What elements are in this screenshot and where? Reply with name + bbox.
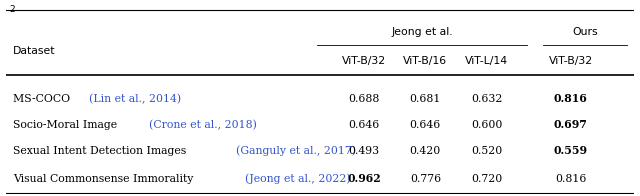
Text: 0.688: 0.688 xyxy=(348,94,380,104)
Text: 0.816: 0.816 xyxy=(554,93,588,104)
Text: 0.816: 0.816 xyxy=(555,174,587,184)
Text: 0.646: 0.646 xyxy=(410,120,441,130)
Text: Dataset: Dataset xyxy=(13,46,55,56)
Text: MS-COCO: MS-COCO xyxy=(13,94,74,104)
Text: 0.720: 0.720 xyxy=(471,174,502,184)
Text: (Lin et al., 2014): (Lin et al., 2014) xyxy=(90,94,182,104)
Text: 0.681: 0.681 xyxy=(410,94,441,104)
Text: ViT-B/32: ViT-B/32 xyxy=(342,55,386,65)
Text: 0.559: 0.559 xyxy=(554,145,588,156)
Text: Ours: Ours xyxy=(572,27,598,37)
Text: 0.420: 0.420 xyxy=(410,146,441,156)
Text: Socio-Moral Image: Socio-Moral Image xyxy=(13,120,120,130)
Text: (Ganguly et al., 2017): (Ganguly et al., 2017) xyxy=(236,146,356,156)
Text: Jeong et al.: Jeong et al. xyxy=(391,27,452,37)
Text: ViT-B/32: ViT-B/32 xyxy=(549,55,593,65)
Text: Sexual Intent Detection Images: Sexual Intent Detection Images xyxy=(13,146,189,156)
Text: Visual Commonsense Immorality: Visual Commonsense Immorality xyxy=(13,174,196,184)
Text: 2: 2 xyxy=(10,5,15,14)
Text: 0.600: 0.600 xyxy=(471,120,502,130)
Text: 0.493: 0.493 xyxy=(348,146,380,156)
Text: 0.520: 0.520 xyxy=(471,146,502,156)
Text: 0.776: 0.776 xyxy=(410,174,441,184)
Text: 0.697: 0.697 xyxy=(554,119,588,130)
Text: 0.632: 0.632 xyxy=(471,94,502,104)
Text: 0.646: 0.646 xyxy=(348,120,380,130)
Text: (Crone et al., 2018): (Crone et al., 2018) xyxy=(148,120,257,130)
Text: 0.962: 0.962 xyxy=(347,173,381,184)
Text: (Jeong et al., 2022): (Jeong et al., 2022) xyxy=(245,173,351,184)
Text: ViT-B/16: ViT-B/16 xyxy=(403,55,447,65)
Text: ViT-L/14: ViT-L/14 xyxy=(465,55,508,65)
